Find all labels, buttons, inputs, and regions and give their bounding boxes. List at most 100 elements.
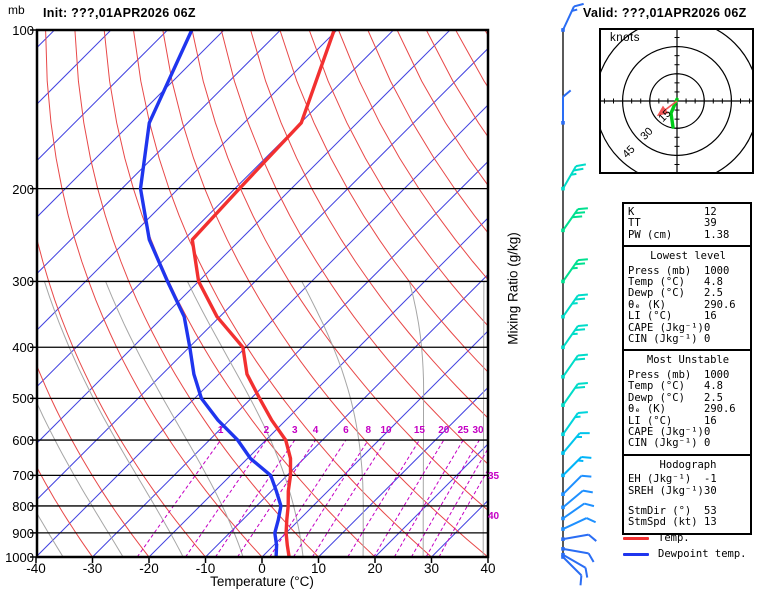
table-row: Temp (°C) 4.8 — [628, 380, 748, 392]
table-row: Temp (°C) 4.8 — [628, 276, 748, 289]
table-row: Press (mb) 1000 — [628, 368, 748, 381]
pressure-tick-label: 400 — [12, 340, 34, 356]
table-section-header: Lowest level — [650, 250, 726, 263]
table-row: θₑ (K) 290.6 — [628, 403, 748, 416]
mixing-ratio-label: 15 — [413, 425, 425, 436]
wind-barb — [561, 502, 595, 521]
wind-barb — [561, 89, 572, 125]
hodograph-border — [599, 28, 754, 174]
wind-barb — [561, 381, 588, 407]
table-row-value: 0 — [704, 321, 711, 334]
legend-label: Dewpoint temp. — [658, 548, 747, 560]
table-row-label: SREH (Jkg⁻¹) — [628, 484, 704, 497]
table-row-label: StmDir (°) — [628, 504, 692, 517]
table-row-label: Dewp (°C) — [628, 287, 685, 300]
table-row: K 12 — [628, 206, 748, 218]
pressure-unit-label: mb — [8, 3, 25, 17]
mixing-ratio-label: 2 — [263, 425, 270, 436]
mixing-ratio-right-label: 35 — [488, 471, 500, 482]
table-row: StmSpd (kt) 13 — [628, 516, 748, 529]
wind-barb — [561, 533, 597, 542]
wind-barb — [561, 517, 597, 531]
legend-color-line — [623, 552, 649, 556]
temperature-tick-label: 40 — [480, 561, 496, 576]
wind-barb — [561, 432, 590, 455]
wind-barb — [561, 411, 588, 437]
table-row-label: θₑ (K) — [628, 298, 666, 311]
pressure-tick-label: 300 — [12, 274, 34, 290]
mixing-ratio-label: 30 — [472, 425, 484, 436]
wind-barb — [561, 552, 589, 578]
table-row-value: 1000 — [704, 368, 730, 381]
table-row-label: CIN (Jkg⁻¹) — [628, 437, 698, 450]
table-row: Dewp (°C) 2.5 — [628, 287, 748, 300]
table-row-value: 0 — [704, 437, 711, 450]
table-row-label: CIN (Jkg⁻¹) — [628, 333, 698, 346]
legend-item: Temp. — [623, 530, 747, 546]
wind-barb — [561, 258, 588, 284]
hodograph-panel — [599, 28, 754, 174]
table-row-value: 16 — [704, 310, 717, 323]
table-row-label: PW (cm) — [628, 228, 673, 241]
legend-color-line — [623, 536, 649, 540]
wind-barb — [561, 455, 592, 478]
table-row: LI (°C) 16 — [628, 414, 748, 427]
table-row: Dewp (°C) 2.5 — [628, 391, 748, 404]
dewpoint-curve — [138, 30, 283, 557]
wind-barb — [561, 489, 593, 510]
temperature-tick-label: -20 — [139, 561, 159, 576]
table-row-label: Temp (°C) — [628, 276, 685, 289]
wind-barb-column — [561, 2, 597, 586]
mixing-ratio-label: 1 — [217, 425, 224, 436]
temperature-curve — [190, 30, 336, 557]
table-row-value: 2.5 — [704, 391, 723, 404]
mixing-ratio-label: 20 — [438, 425, 450, 436]
legend-label: Temp. — [658, 532, 690, 544]
table-section-header: Most Unstable — [646, 354, 730, 367]
temperature-tick-label: 10 — [310, 561, 327, 576]
right-axis-title: Mixing Ratio (g/kg) — [505, 232, 521, 345]
mixing-ratio-label: 4 — [312, 425, 319, 436]
temperature-tick-label: 0 — [258, 561, 266, 576]
hodograph-trace — [669, 97, 679, 129]
temperature-tick-label: -30 — [82, 561, 103, 576]
table-row-value: 13 — [704, 516, 717, 529]
wind-barb — [561, 555, 583, 586]
mixing-ratio-label: 3 — [291, 425, 298, 436]
table-row-value: 30 — [704, 484, 717, 497]
table-section: Hodograph EH (Jkg⁻¹) -1 SREH (Jkg⁻¹) 30 StmDi… — [624, 453, 750, 533]
table-section: Most Unstable Press (mb) 1000 Temp (°C) 4.8 D… — [624, 349, 750, 453]
table-row-label: K — [628, 206, 635, 218]
table-section: Lowest level Press (mb) 1000 Temp (°C) 4.8 De… — [624, 245, 750, 349]
table-section: K 12 TT 39 PW (cm) 1.38 — [624, 204, 750, 245]
table-row-value: 0 — [704, 333, 711, 346]
pressure-tick-label: 500 — [12, 391, 34, 407]
wind-barb — [561, 547, 595, 563]
table-row-label: TT — [628, 217, 641, 230]
table-row-label: Dewp (°C) — [628, 391, 685, 404]
table-row: SREH (Jkg⁻¹) 30 — [628, 484, 748, 497]
table-row-value: 12 — [704, 206, 717, 218]
storm-motion-vector — [656, 100, 678, 117]
table-row: CIN (Jkg⁻¹) 0 — [628, 437, 748, 450]
table-row-value: 290.6 — [704, 403, 736, 416]
table-row-label: CAPE (Jkg⁻¹) — [628, 321, 704, 334]
table-row-value: -1 — [704, 473, 717, 486]
mixing-ratio-label: 6 — [343, 425, 349, 436]
table-row: LI (°C) 16 — [628, 310, 748, 323]
wind-barb — [561, 293, 588, 319]
wind-barb — [561, 2, 584, 32]
table-row-label: StmSpd (kt) — [628, 516, 698, 529]
table-row-label: LI (°C) — [628, 414, 673, 427]
pressure-tick-label: 1000 — [5, 550, 34, 565]
legend-item: Dewpoint temp. — [623, 546, 747, 562]
table-row-label: LI (°C) — [628, 310, 673, 323]
pressure-tick-label: 600 — [12, 433, 34, 449]
table-row: CIN (Jkg⁻¹) 0 — [628, 333, 748, 346]
table-row-value: 1000 — [704, 264, 730, 277]
table-row: PW (cm) 1.38 — [628, 228, 748, 241]
table-row: θₑ (K) 290.6 — [628, 298, 748, 311]
sounding-indices-table: K 12 TT 39 PW (cm) 1.38 Lowest level Press (mb)… — [622, 202, 752, 535]
table-row: CAPE (Jkg⁻¹) 0 — [628, 426, 748, 438]
